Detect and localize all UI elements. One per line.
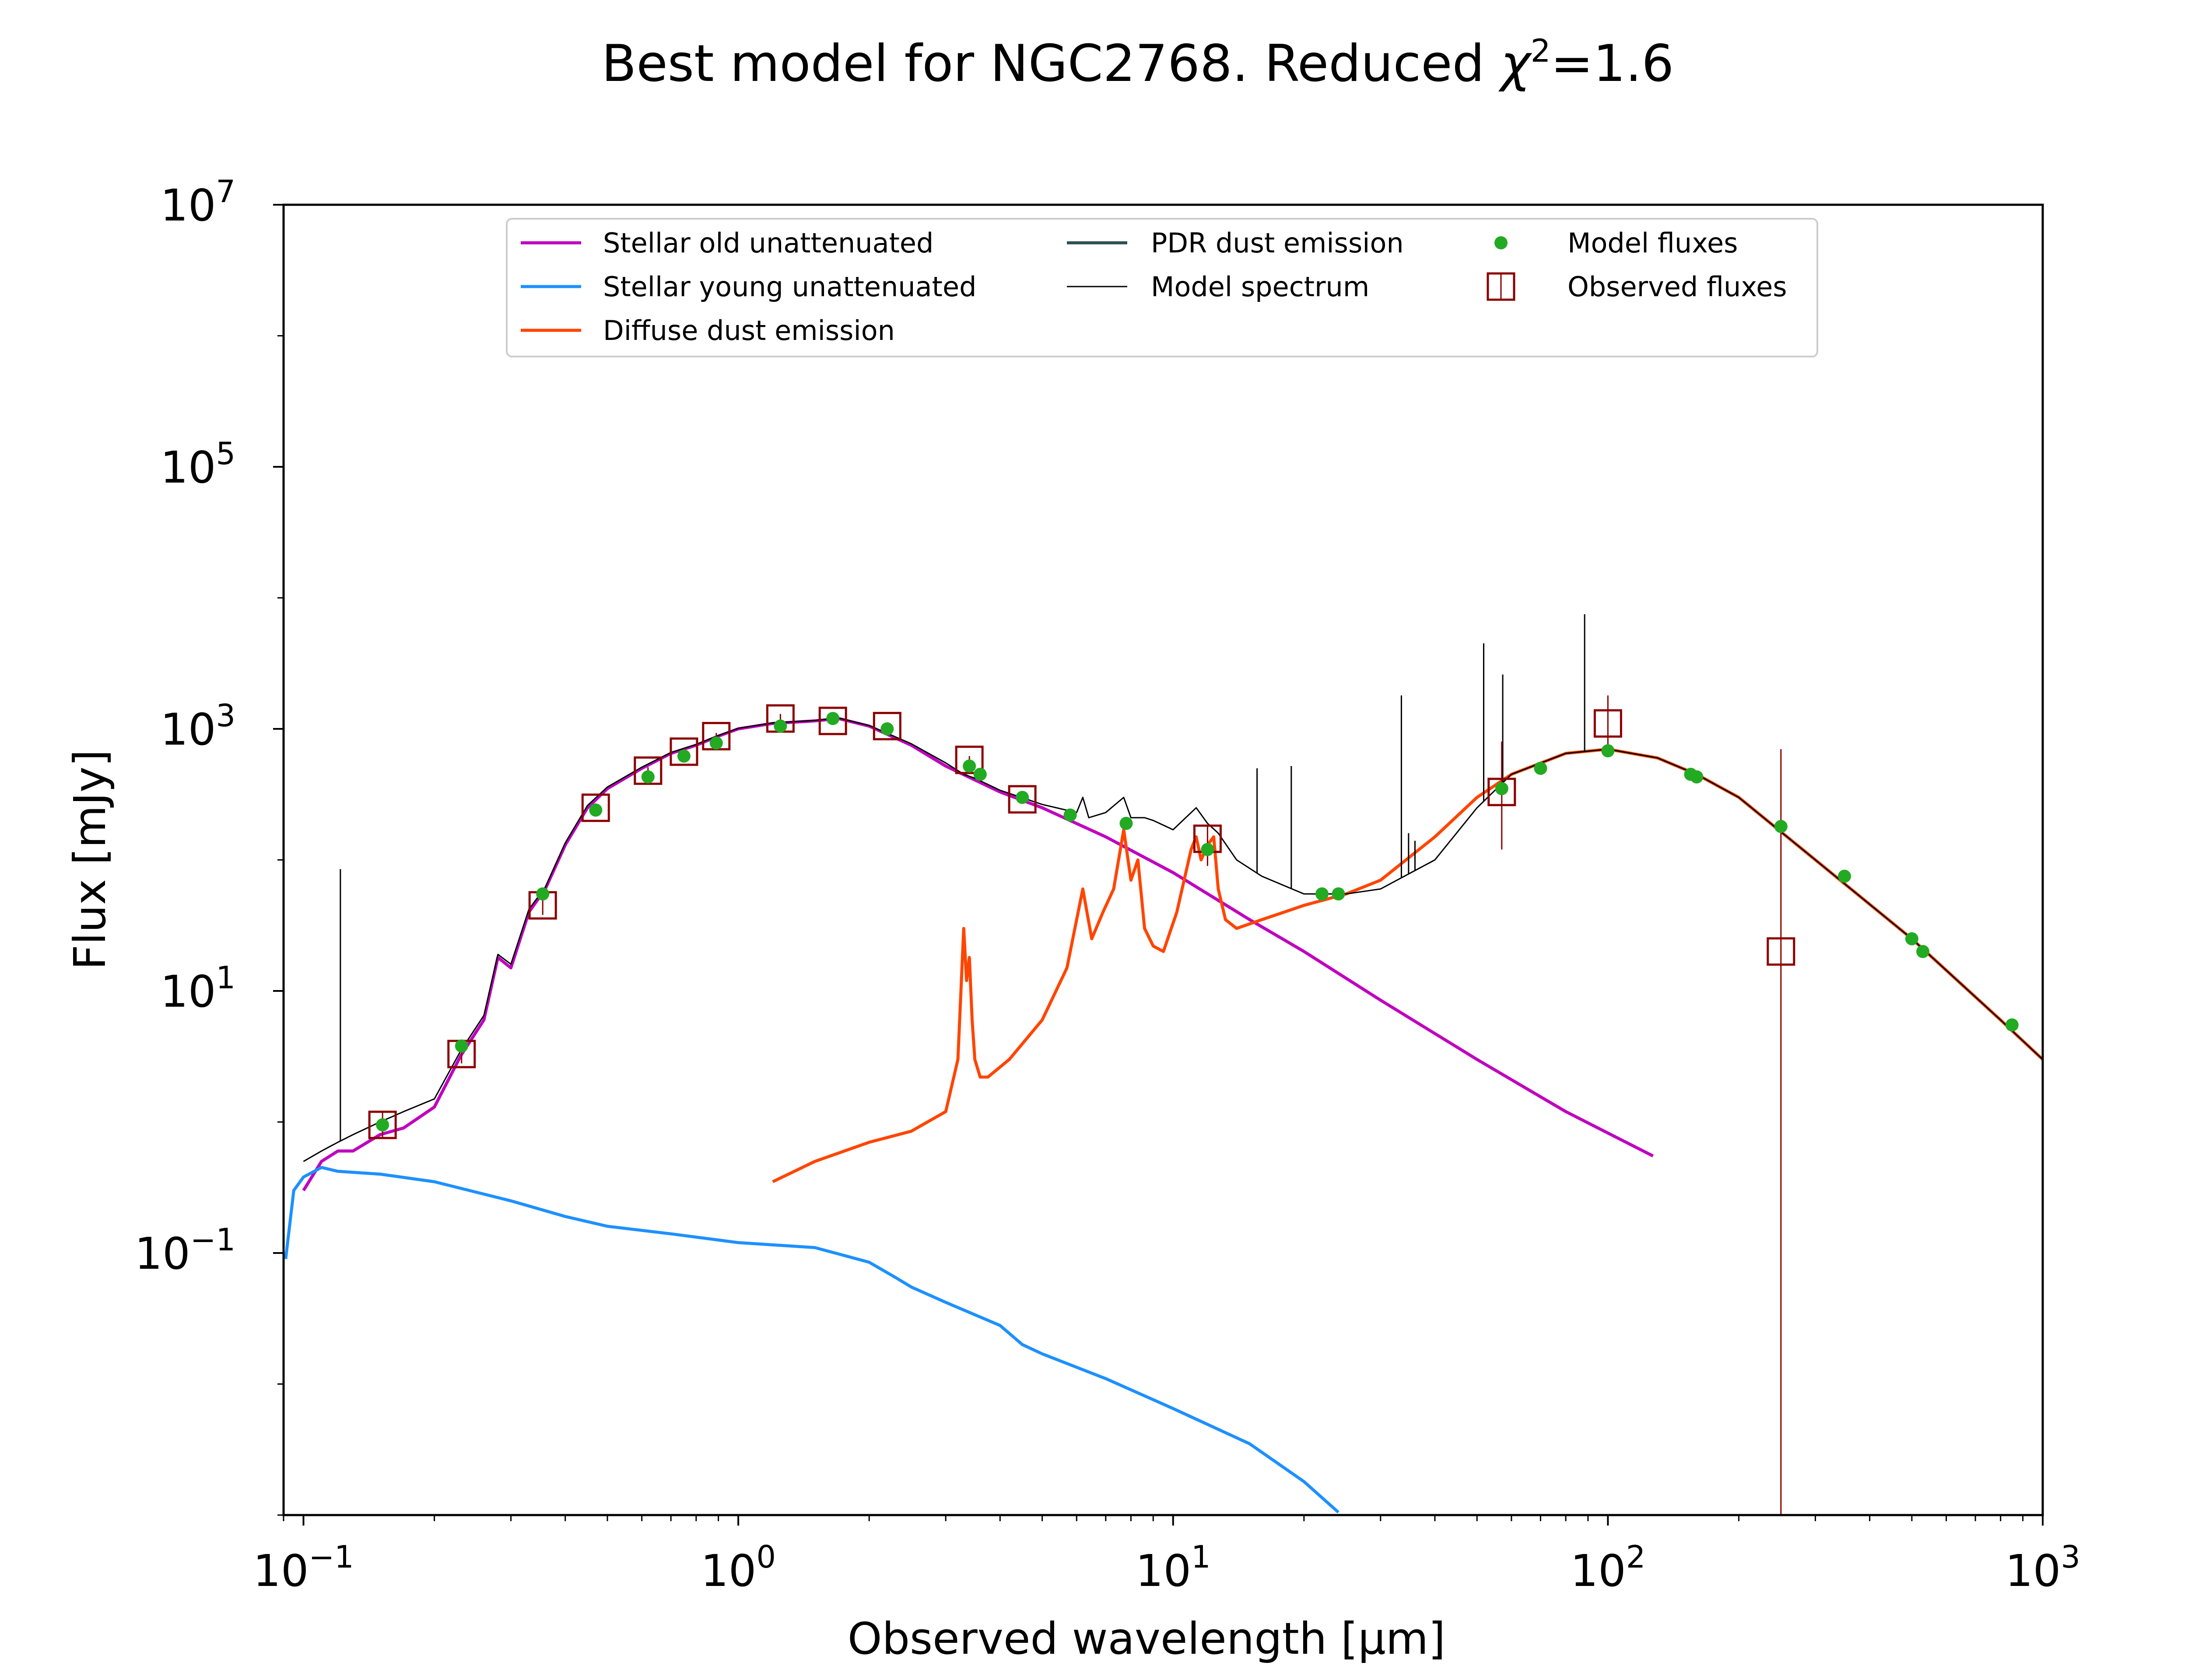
observed-flux-marker [670,737,698,766]
y-tick-label: 105 [160,436,235,493]
model-flux-point [376,1118,389,1132]
model-flux-point [1315,887,1329,901]
model-flux-point [1016,791,1029,804]
model-flux-point [963,760,976,773]
chart-title: Best model for NGC2768. Reduced χ2=1.6 [602,32,1674,93]
model-flux-point [536,887,550,901]
legend: Stellar old unattenuated Stellar young un… [506,218,1818,357]
model-flux-point [677,749,691,763]
y-tick-label: 107 [160,174,235,231]
legend-label-model-spectrum: Model spectrum [1151,271,1369,303]
observed-flux-marker [818,707,847,735]
legend-handle-model-fluxes [1494,236,1508,249]
observed-flux-marker [1593,709,1622,738]
y-tick-label: 103 [160,698,235,755]
legend-label-stellar-young-unattenuated: Stellar young unattenuated [603,271,976,303]
observed-flux-marker [368,1110,397,1139]
model-flux-point [1495,782,1508,795]
model-flux-point [880,722,894,735]
observed-flux-marker [581,793,610,822]
legend-label-pdr-dust-emission: PDR dust emission [1151,227,1404,259]
model-flux-point [1690,770,1704,784]
model-flux-point [455,1039,468,1053]
model-flux-point [1534,762,1547,775]
legend-label-observed-fluxes: Observed fluxes [1567,271,1787,303]
x-tick-label: 102 [1570,1539,1645,1596]
legend-label-stellar-old-unattenuated: Stellar old unattenuated [603,227,933,259]
x-axis-label: Observed wavelength [μm] [848,1613,1445,1664]
legend-frame [506,218,1818,357]
model-flux-point [709,736,723,750]
model-flux-point [973,767,987,781]
observed-flux-marker [1008,785,1037,814]
model-flux-point [826,712,840,725]
y-axis-label: Flux [mJy] [64,749,116,970]
x-tick-label: 101 [1136,1539,1211,1596]
x-tick-label: 103 [2005,1539,2080,1596]
x-tick-label: 10−1 [253,1539,354,1596]
model-flux-point [641,770,655,784]
tick-layer: 10−1 100 101 102 103 10−1 101 103 105 107 [135,174,2080,1596]
model-flux-point [774,719,787,733]
model-flux-point [1905,932,1918,945]
model-flux-point [1332,887,1345,901]
series-line-stellar-young-unattenuated [284,1166,1339,1514]
x-tick-label: 100 [701,1539,776,1596]
model-flux-point [2005,1018,2019,1032]
model-flux-point [1119,817,1133,830]
model-flux-point [1837,869,1851,883]
legend-label-model-fluxes: Model fluxes [1567,227,1738,259]
series-layer [284,614,2043,1514]
marker-layer [368,695,2019,1515]
observed-flux-marker [1767,937,1795,966]
model-flux-point [1201,843,1214,856]
model-flux-point [1063,808,1077,822]
legend-label-diffuse-dust-emission: Diffuse dust emission [603,315,895,346]
y-tick-label: 10−1 [135,1222,235,1279]
model-flux-point [1916,945,1930,958]
observed-flux-marker [1487,777,1516,806]
observed-flux-marker [634,756,663,785]
observed-flux-marker [873,712,901,741]
model-flux-point [589,803,603,817]
model-flux-point [1774,820,1788,833]
y-tick-label: 101 [160,960,235,1017]
model-flux-point [1601,744,1615,758]
observed-flux-marker [955,746,984,774]
